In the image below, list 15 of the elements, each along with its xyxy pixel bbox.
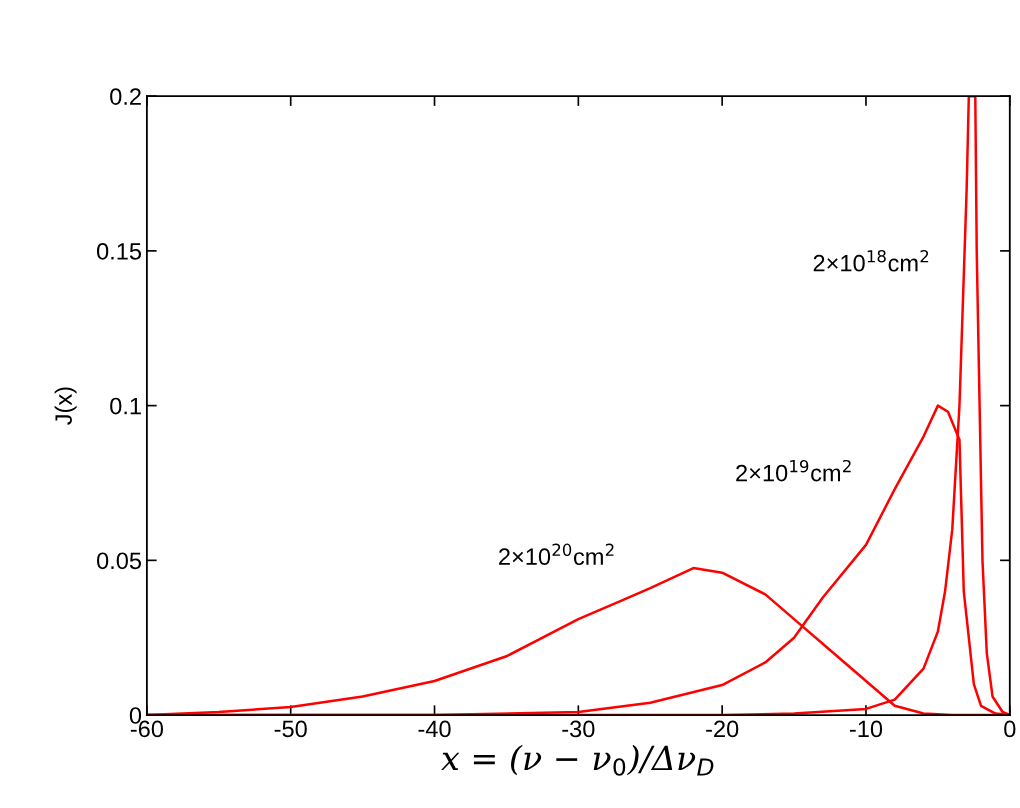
x-tick-label: -30 [562,720,595,738]
x-tick-label: -50 [274,720,307,738]
x-tick-label: -20 [706,720,739,738]
y-axis-title: J(x) [54,387,77,425]
y-tick-label: 0.05 [96,552,142,570]
y-tick-label: 0.2 [110,88,141,105]
x-tick-label: -40 [418,720,451,738]
y-tick-label: 0.1 [110,397,141,415]
series-label: 2×10$^{18}$cm$^{2}$ [813,250,929,272]
series-label: 2×10$^{19}$cm$^{2}$ [736,459,851,482]
x-tick-label: 0 [1004,720,1016,738]
x-axis-title: x = (ν − ν$_{0}$)/Δν$_{D}$ [441,744,714,776]
x-tick-label: -10 [849,720,883,738]
y-tick-label: 0.15 [96,242,142,260]
series-label: 2×10$^{20}$cm$^{2}$ [499,543,614,566]
